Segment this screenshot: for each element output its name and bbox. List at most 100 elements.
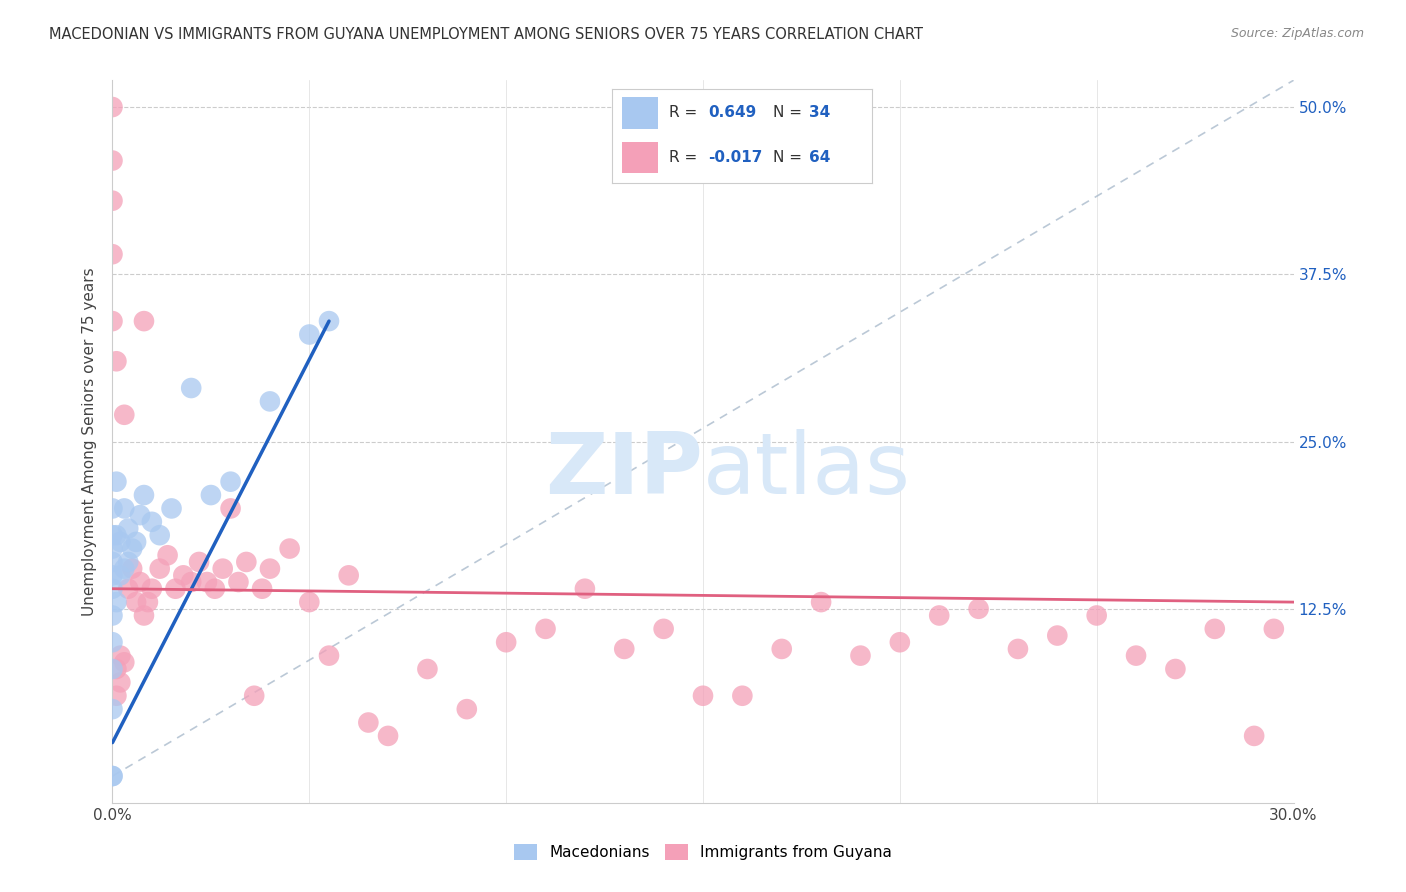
Point	[188, 555, 211, 569]
Point	[101, 541, 124, 556]
Point	[136, 595, 159, 609]
Point	[228, 575, 250, 590]
Point	[125, 535, 148, 549]
Point	[101, 555, 124, 569]
Point	[101, 635, 124, 649]
Point	[967, 602, 990, 616]
Point	[652, 622, 675, 636]
Point	[101, 662, 124, 676]
Point	[456, 702, 478, 716]
Point	[101, 247, 124, 261]
Point	[105, 689, 128, 703]
Point	[180, 575, 202, 590]
Point	[110, 535, 132, 549]
Point	[117, 555, 139, 569]
Point	[101, 100, 124, 114]
Point	[101, 568, 124, 582]
Point	[129, 575, 152, 590]
Point	[200, 488, 222, 502]
Bar	[621, 142, 658, 173]
Point	[112, 655, 135, 669]
Text: R =: R =	[669, 150, 702, 165]
Point	[204, 582, 226, 596]
Point	[101, 528, 124, 542]
Point	[318, 648, 340, 663]
Point	[105, 354, 128, 368]
Point	[1046, 629, 1069, 643]
Bar	[621, 96, 658, 128]
Point	[416, 662, 439, 676]
Point	[195, 575, 218, 590]
Point	[112, 562, 135, 576]
Point	[1204, 622, 1226, 636]
Y-axis label: Unemployment Among Seniors over 75 years: Unemployment Among Seniors over 75 years	[82, 268, 97, 615]
Point	[156, 548, 179, 563]
Text: 0.649: 0.649	[707, 105, 756, 120]
Point	[101, 769, 124, 783]
Point	[101, 501, 124, 516]
Text: 64: 64	[810, 150, 831, 165]
Point	[101, 582, 124, 596]
Point	[141, 515, 163, 529]
Point	[101, 608, 124, 623]
Point	[278, 541, 301, 556]
Point	[105, 475, 128, 489]
Text: atlas: atlas	[703, 429, 911, 512]
Point	[149, 562, 172, 576]
Text: MACEDONIAN VS IMMIGRANTS FROM GUYANA UNEMPLOYMENT AMONG SENIORS OVER 75 YEARS CO: MACEDONIAN VS IMMIGRANTS FROM GUYANA UNE…	[49, 27, 924, 42]
Point	[770, 642, 793, 657]
Point	[250, 582, 273, 596]
Point	[105, 528, 128, 542]
Point	[117, 521, 139, 535]
Point	[112, 501, 135, 516]
Point	[692, 689, 714, 703]
Point	[149, 528, 172, 542]
Point	[101, 153, 124, 168]
Point	[1164, 662, 1187, 676]
Point	[889, 635, 911, 649]
Point	[101, 314, 124, 328]
Point	[574, 582, 596, 596]
Point	[101, 769, 124, 783]
Point	[318, 314, 340, 328]
Point	[235, 555, 257, 569]
Point	[810, 595, 832, 609]
Point	[160, 501, 183, 516]
Point	[101, 194, 124, 208]
Point	[613, 642, 636, 657]
Point	[132, 314, 155, 328]
Point	[180, 381, 202, 395]
Point	[105, 595, 128, 609]
Point	[121, 541, 143, 556]
Point	[105, 662, 128, 676]
Point	[1263, 622, 1285, 636]
Point	[731, 689, 754, 703]
Point	[1085, 608, 1108, 623]
Point	[129, 508, 152, 523]
Point	[112, 408, 135, 422]
Point	[534, 622, 557, 636]
Point	[110, 568, 132, 582]
Point	[259, 562, 281, 576]
Point	[121, 562, 143, 576]
Point	[125, 595, 148, 609]
Point	[1243, 729, 1265, 743]
Point	[132, 488, 155, 502]
Point	[211, 562, 233, 576]
Point	[357, 715, 380, 730]
Point	[110, 648, 132, 663]
Text: 34: 34	[810, 105, 831, 120]
Point	[219, 475, 242, 489]
Point	[101, 702, 124, 716]
Point	[172, 568, 194, 582]
Point	[1125, 648, 1147, 663]
Point	[141, 582, 163, 596]
Point	[1007, 642, 1029, 657]
Point	[243, 689, 266, 703]
Text: N =: N =	[773, 105, 807, 120]
Point	[495, 635, 517, 649]
Point	[298, 595, 321, 609]
Text: -0.017: -0.017	[707, 150, 762, 165]
Text: N =: N =	[773, 150, 807, 165]
Point	[337, 568, 360, 582]
